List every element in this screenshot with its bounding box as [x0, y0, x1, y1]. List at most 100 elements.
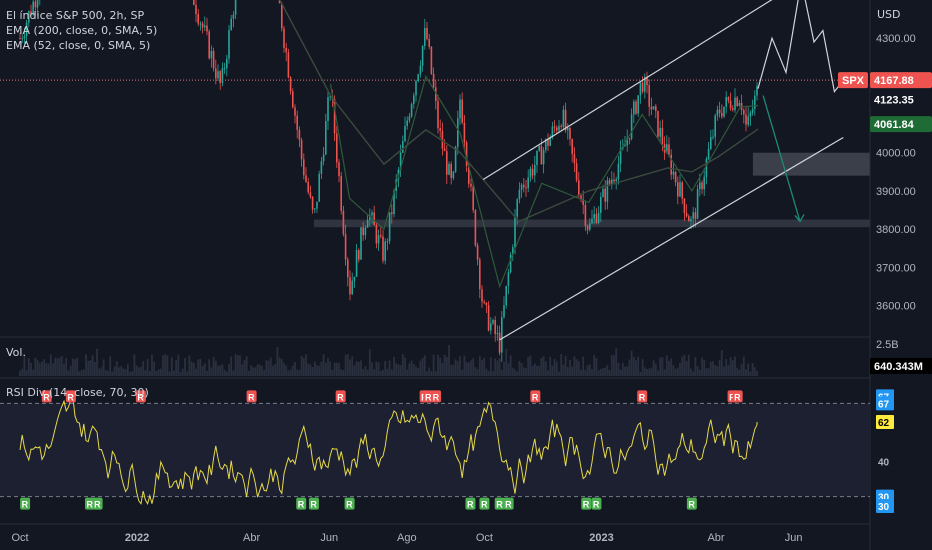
volume-bar	[206, 370, 208, 376]
volume-bar	[683, 354, 686, 376]
volume-bar	[701, 357, 703, 376]
volume-bar	[166, 355, 169, 376]
candle-body	[683, 198, 686, 214]
ema52-legend[interactable]: EMA (52, close, 0, SMA, 5)	[6, 39, 151, 52]
symbol-title[interactable]: El índice S&P 500, 2h, SP	[6, 9, 145, 22]
volume-bar	[553, 359, 556, 376]
ema200-legend[interactable]: EMA (200, close, 0, SMA, 5)	[6, 24, 158, 37]
volume-bar	[280, 359, 283, 376]
candle-body	[232, 14, 235, 19]
volume-legend[interactable]: Vol.	[6, 346, 26, 359]
rsi-bullish-marker-glyph: R	[346, 500, 353, 510]
volume-bar	[287, 370, 290, 376]
rsi-bearish-marker	[423, 390, 434, 403]
volume-bar	[241, 364, 244, 376]
candle-body	[287, 52, 290, 78]
volume-bar	[637, 356, 640, 376]
candle-body	[353, 276, 356, 281]
volume-bar	[619, 369, 622, 376]
volume-bar	[437, 354, 439, 376]
volume-bar	[562, 364, 565, 376]
candle-body	[36, 0, 39, 8]
candle-body	[406, 120, 408, 127]
candle-body	[217, 71, 219, 79]
volume-bar	[239, 355, 241, 376]
rsi-bearish-marker-glyph: R	[43, 392, 50, 402]
volume-bar	[49, 354, 52, 376]
candle-body	[551, 126, 554, 138]
rsi-legend[interactable]: RSI Div (14, close, 70, 30)	[6, 386, 149, 399]
volume-bar	[489, 357, 492, 376]
ema52-line	[329, 74, 759, 289]
candle-body	[520, 184, 523, 190]
volume-bar	[63, 363, 65, 376]
volume-bar	[718, 359, 721, 376]
candle-body	[459, 99, 461, 119]
volume-bar	[65, 358, 68, 376]
volume-bar	[67, 370, 70, 376]
volume-bar	[219, 365, 222, 376]
volume-bar	[544, 361, 547, 376]
rsi-bearish-marker	[135, 390, 146, 403]
candle-body	[602, 188, 604, 197]
candle-body	[325, 121, 327, 155]
rsi-bullish-marker	[308, 497, 319, 510]
volume-bar	[36, 360, 39, 376]
candle-body	[547, 139, 549, 146]
ema52-price-tag-bg	[870, 91, 932, 108]
volume-bar	[223, 369, 226, 376]
rsi-bullish-marker	[479, 497, 490, 510]
candle-body	[639, 82, 642, 96]
volume-bar	[542, 356, 545, 376]
volume-bar	[115, 361, 118, 376]
rsi-bullish-marker	[494, 497, 505, 510]
rsi-bearish-marker	[530, 390, 541, 403]
volume-bar	[454, 359, 457, 376]
volume-bar	[307, 363, 310, 376]
candle-body	[424, 27, 426, 46]
volume-bar	[69, 365, 72, 376]
candle-body	[584, 204, 587, 226]
candle-body	[322, 154, 325, 162]
candle-body	[300, 140, 303, 160]
volume-bar	[445, 357, 448, 376]
volume-bar	[712, 361, 714, 376]
rsi-bullish-marker-glyph: R	[481, 500, 488, 510]
rsi-axis-tag-bg	[876, 415, 894, 429]
volume-bar	[408, 363, 411, 376]
volume-bar	[687, 354, 690, 376]
volume-axis-label: 2.5B	[876, 339, 899, 351]
candle-body	[745, 114, 747, 125]
volume-bar	[217, 365, 219, 376]
candles	[19, 0, 758, 362]
volume-bar	[540, 357, 543, 376]
rsi-bullish-marker-glyph: R	[505, 500, 512, 510]
ema200-price-tag-bg	[870, 116, 932, 133]
volume-bar	[485, 368, 488, 376]
candle-body	[415, 80, 417, 96]
volume-bar	[410, 360, 413, 376]
candle-body	[648, 85, 650, 107]
candle-body	[540, 146, 543, 165]
volume-bar	[720, 349, 723, 376]
candle-body	[729, 100, 732, 109]
volume-bar	[89, 360, 92, 376]
volume-bar	[412, 363, 415, 376]
chart-legend: El índice S&P 500, 2h, SP EMA (200, clos…	[6, 8, 157, 53]
candle-body	[448, 163, 450, 175]
volume-bar	[34, 357, 37, 376]
volume-bar	[333, 362, 336, 376]
currency-label[interactable]: USD	[877, 8, 901, 21]
volume-bar	[685, 361, 688, 376]
volume-bar	[621, 362, 624, 376]
volume-bar	[289, 369, 292, 376]
volume-bar	[575, 359, 578, 376]
volume-bar	[503, 361, 505, 376]
candle-body	[221, 68, 224, 84]
candle-body	[723, 106, 725, 117]
candle-body	[342, 210, 345, 235]
volume-bar	[294, 361, 296, 376]
candle-body	[571, 139, 573, 155]
volume-bar	[142, 361, 145, 376]
